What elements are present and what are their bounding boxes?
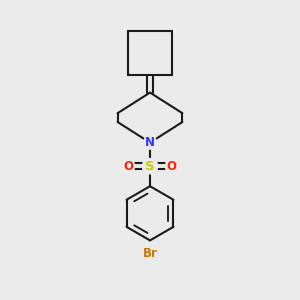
Circle shape (165, 160, 177, 172)
Text: N: N (145, 136, 155, 149)
Circle shape (143, 136, 157, 149)
Circle shape (141, 245, 159, 262)
Circle shape (142, 158, 158, 174)
Text: O: O (166, 160, 176, 173)
Text: S: S (145, 160, 155, 173)
Circle shape (123, 160, 135, 172)
Text: O: O (124, 160, 134, 173)
Text: Br: Br (142, 247, 158, 260)
